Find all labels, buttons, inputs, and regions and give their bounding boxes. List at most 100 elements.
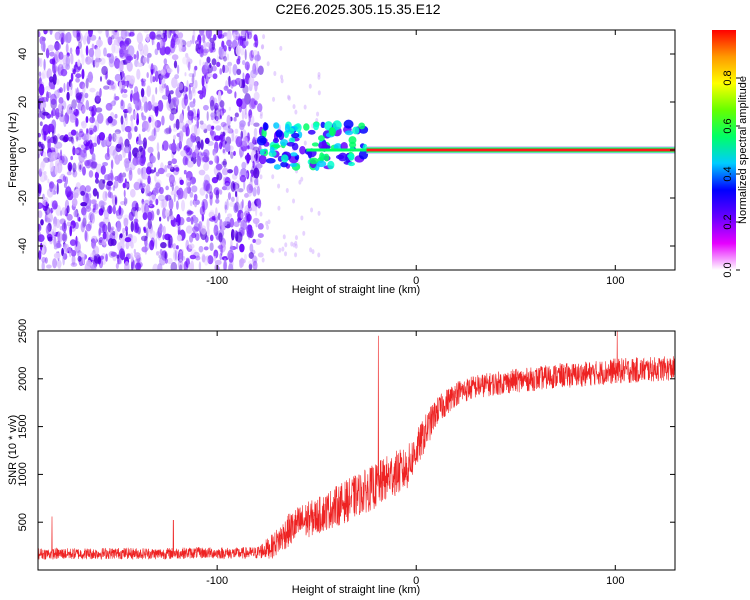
noise-blob	[242, 136, 249, 147]
noise-blob	[230, 151, 234, 159]
noise-blob	[189, 254, 197, 260]
noise-blob	[193, 66, 196, 78]
noise-blob	[171, 77, 178, 89]
noise-blob	[39, 121, 43, 127]
noise-blob	[41, 96, 48, 103]
noise-blob	[226, 30, 232, 42]
noise-blob	[233, 116, 237, 122]
noise-blob	[38, 132, 41, 138]
noise-blob	[255, 238, 262, 245]
noise-blob	[55, 218, 61, 229]
noise-blob	[92, 188, 98, 197]
noise-blob	[45, 47, 50, 59]
noise-blob	[211, 41, 216, 51]
noise-blob	[185, 257, 190, 262]
noise-blob	[159, 256, 166, 266]
noise-blob	[240, 167, 248, 178]
noise-blob	[137, 42, 144, 52]
noise-blob	[188, 263, 194, 270]
noise-blob	[169, 90, 174, 95]
noise-blob	[61, 234, 67, 242]
noise-blob	[38, 71, 42, 77]
noise-blob	[227, 249, 234, 261]
noise-blob	[190, 216, 194, 225]
noise-blob	[94, 178, 99, 184]
noise-blob	[199, 120, 204, 125]
noise-blob	[155, 251, 160, 256]
noise-blob	[215, 125, 222, 131]
noise-blob	[120, 99, 124, 107]
noise-blob	[70, 262, 78, 267]
noise-blob	[235, 136, 243, 148]
noise-blob	[89, 129, 93, 135]
spectrogram-ylabel: Frequency (Hz)	[7, 112, 19, 188]
noise-blob	[300, 176, 304, 182]
noise-blob	[94, 95, 101, 104]
noise-blob	[166, 68, 173, 74]
noise-blob	[310, 207, 314, 213]
noise-blob	[93, 245, 100, 256]
noise-blob	[44, 257, 48, 264]
noise-blob	[214, 263, 219, 270]
noise-blob	[199, 187, 206, 196]
noise-blob	[294, 252, 298, 258]
noise-blob	[204, 61, 209, 70]
noise-blob	[53, 66, 60, 72]
noise-blob	[139, 49, 144, 56]
noise-blob	[246, 183, 254, 194]
noise-blob	[200, 44, 204, 54]
y-tick-label: 40	[17, 48, 29, 60]
noise-blob	[287, 94, 291, 100]
noise-blob	[82, 253, 85, 265]
noise-blob	[47, 123, 55, 133]
noise-blob	[186, 137, 193, 149]
noise-blob	[127, 45, 135, 57]
transition-blob	[269, 146, 275, 154]
noise-blob	[84, 230, 88, 242]
noise-blob	[216, 172, 223, 181]
noise-blob	[124, 261, 130, 270]
noise-blob	[213, 255, 216, 262]
noise-blob	[98, 227, 102, 236]
noise-blob	[284, 242, 288, 248]
noise-blob	[214, 221, 219, 232]
noise-blob	[53, 236, 57, 247]
noise-blob	[122, 108, 130, 114]
noise-blob	[227, 169, 234, 174]
noise-blob	[148, 116, 152, 123]
noise-blob	[43, 174, 48, 181]
noise-blob	[206, 41, 211, 48]
transition-blob	[348, 153, 355, 161]
noise-blob	[174, 250, 177, 261]
noise-blob	[81, 105, 86, 114]
noise-blob	[41, 256, 46, 263]
noise-blob	[157, 104, 161, 109]
noise-blob	[56, 78, 60, 86]
noise-blob	[55, 107, 60, 120]
noise-blob	[153, 127, 156, 137]
noise-blob	[192, 86, 196, 97]
noise-blob	[155, 237, 158, 250]
noise-blob	[241, 60, 246, 66]
noise-blob	[241, 161, 247, 170]
noise-blob	[151, 94, 155, 105]
noise-blob	[247, 145, 250, 150]
noise-blob	[208, 160, 214, 165]
noise-blob	[254, 81, 258, 92]
noise-blob	[182, 125, 187, 133]
noise-blob	[140, 105, 143, 111]
noise-blob	[222, 148, 226, 154]
noise-blob	[248, 263, 253, 270]
noise-blob	[39, 161, 45, 172]
noise-blob	[177, 259, 184, 270]
noise-blob	[245, 172, 248, 178]
noise-blob	[234, 91, 237, 99]
noise-blob	[70, 135, 74, 144]
noise-blob	[81, 68, 85, 80]
noise-blob	[230, 79, 238, 87]
noise-blob	[75, 130, 79, 142]
noise-blob	[47, 178, 50, 184]
noise-blob	[84, 160, 90, 167]
noise-blob	[38, 203, 41, 208]
noise-blob	[179, 250, 183, 262]
